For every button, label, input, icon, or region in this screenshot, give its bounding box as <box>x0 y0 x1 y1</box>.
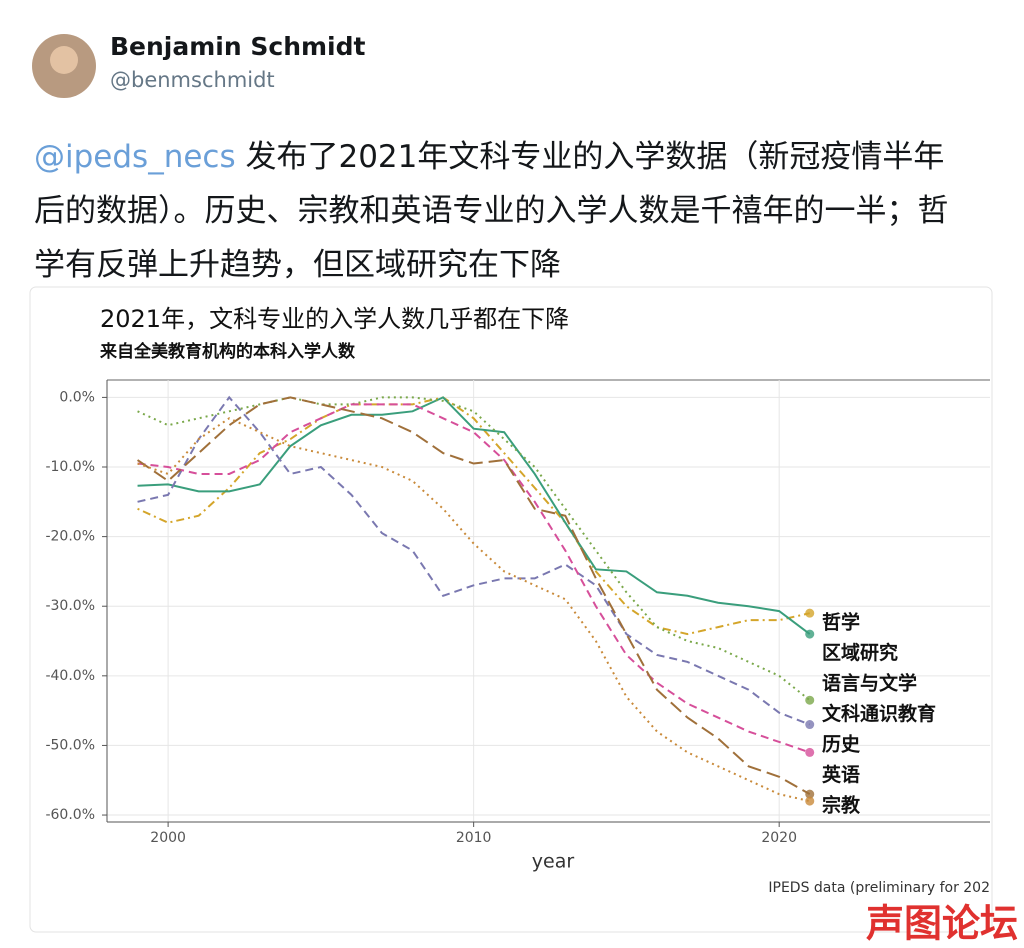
series-line <box>137 396 811 635</box>
mention[interactable]: @ipeds_necs <box>34 139 236 175</box>
x-axis-title: year <box>532 851 575 873</box>
tweet-text: @ipeds_necs 发布了2021年文科专业的入学数据（新冠疫情半年后的数据… <box>34 130 964 292</box>
end-point <box>805 747 815 757</box>
y-tick-label: 0.0% <box>59 389 95 405</box>
caption: IPEDS data (preliminary for 202 <box>768 880 990 896</box>
series-line <box>137 396 811 701</box>
series-line <box>137 395 811 726</box>
plot: -60.0% -50.0% -40.0% -30.0% -20.0% -10.0% 0.0%… <box>45 379 990 846</box>
watermark: 声图论坛 <box>866 902 1018 946</box>
y-tick-label: -40.0% <box>45 668 95 684</box>
tweet-body: 发布了2021年文科专业的入学数据（新冠疫情半年后的数据）。历史、宗教和英语专业… <box>34 139 949 283</box>
end-point <box>805 720 815 730</box>
series-line <box>137 417 810 803</box>
avatar-face <box>50 46 78 74</box>
series-label: 英语 <box>822 763 860 786</box>
x-tick-label: 2020 <box>761 830 797 846</box>
end-point <box>805 789 815 799</box>
end-point <box>805 629 815 639</box>
series-label: 历史 <box>822 734 861 756</box>
author-handle[interactable]: @benmschmidt <box>110 68 275 92</box>
series-label: 语言与文学 <box>822 672 917 695</box>
author-name[interactable]: Benjamin Schmidt <box>110 32 366 61</box>
y-tick-label: -30.0% <box>45 598 95 614</box>
chart-subtitle: 来自全美教育机构的本科入学人数 <box>99 341 356 362</box>
end-point <box>805 796 815 806</box>
y-tick-label: -60.0% <box>45 807 95 823</box>
chart-title: 2021年，文科专业的入学人数几乎都在下降 <box>100 305 569 333</box>
y-tick-label: -10.0% <box>45 459 95 475</box>
end-point <box>805 695 815 705</box>
x-tick-label: 2000 <box>150 830 186 846</box>
series-label: 宗教 <box>822 794 861 817</box>
x-tick-label: 2010 <box>456 830 492 846</box>
series-label: 文科通识教育 <box>822 702 936 725</box>
series-label: 哲学 <box>822 611 860 634</box>
end-point <box>805 608 815 618</box>
y-tick-label: -50.0% <box>45 737 95 753</box>
series-line <box>137 396 810 636</box>
y-tick-label: -20.0% <box>45 529 95 545</box>
series-line <box>136 396 811 796</box>
series-label: 区域研究 <box>822 641 898 664</box>
